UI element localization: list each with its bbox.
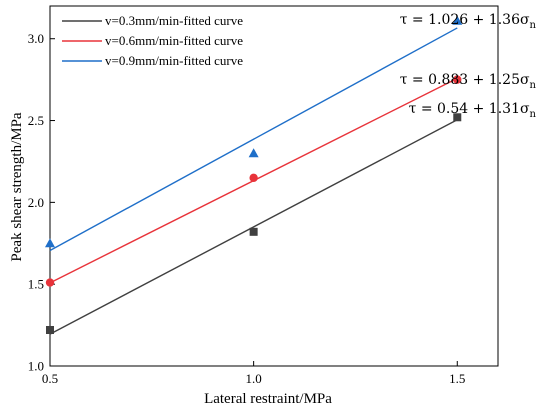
plot-frame: [49, 5, 499, 367]
data-point-square: [249, 227, 258, 236]
data-point-circle: [249, 173, 258, 183]
y-tick-label: 2.0: [28, 195, 44, 210]
y-tick-label: 1.5: [28, 277, 44, 292]
x-tick-label: 1.0: [246, 371, 262, 386]
x-tick-label: 1.5: [449, 371, 465, 386]
data-point-circle: [45, 278, 55, 287]
fit-equation: τ = 0.54 + 1.31σn: [409, 101, 537, 120]
fit-equation: τ = 0.883 + 1.25σn: [400, 72, 537, 91]
data-point-triangle: [452, 15, 463, 25]
legend: v=0.3mm/min-fitted curve v=0.6mm/min-fitt…: [62, 13, 243, 68]
fit-line: [49, 119, 458, 335]
data-point-square: [453, 113, 462, 122]
data-point-circle: [453, 75, 462, 84]
markers: [45, 15, 463, 334]
legend-label: v=0.9mm/min-fitted curve: [105, 53, 243, 68]
y-axis-title: Peak shear strength/MPa: [9, 112, 25, 261]
x-tick-label: 0.5: [42, 371, 58, 386]
legend-label: v=0.6mm/min-fitted curve: [105, 33, 243, 48]
fit-line: [49, 27, 458, 252]
legend-label: v=0.3mm/min-fitted curve: [105, 13, 243, 28]
y-tick-label: 2.5: [28, 113, 44, 128]
plot-border: [49, 5, 499, 367]
y-tick-label: 3.0: [28, 31, 44, 46]
fit-equation: τ = 1.026 + 1.36σn: [400, 12, 537, 31]
y-tick-label: 1.0: [28, 359, 44, 374]
data-point-square: [46, 326, 54, 334]
data-point-triangle: [248, 148, 259, 158]
data-point-triangle: [45, 238, 55, 248]
x-axis-title: Lateral restraint/MPa: [204, 391, 332, 407]
equations: τ = 0.54 + 1.31σn τ = 0.883 + 1.25σn τ = 1…: [400, 12, 537, 120]
